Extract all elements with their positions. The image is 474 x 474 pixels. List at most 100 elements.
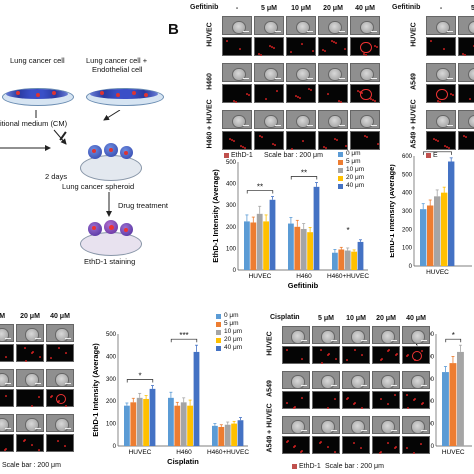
legend-label: 40 μm	[346, 182, 365, 189]
spheroid	[296, 114, 310, 129]
bar	[250, 222, 257, 270]
ethd1-dot	[300, 451, 302, 453]
scale-bar	[5, 337, 11, 339]
ethd1-dot	[323, 146, 325, 148]
concentration-header: 20 μM	[376, 315, 396, 322]
row-label: A549 + HUVEC	[266, 403, 274, 453]
scale-bar-text: Scale bar : 200 μm	[264, 152, 323, 159]
legend-label: 20 μm	[224, 336, 243, 343]
spheroid	[360, 67, 374, 82]
bar	[174, 405, 181, 446]
ethd1-dot	[51, 395, 53, 397]
ethd1-dot	[302, 140, 304, 142]
bar	[441, 192, 448, 266]
ethd1-dot	[365, 54, 367, 56]
legend-label: 10 μm	[346, 166, 365, 173]
bar	[332, 252, 338, 270]
brightfield-image	[350, 110, 380, 129]
ethd1-dot	[450, 93, 452, 95]
fluorescence-image	[286, 131, 316, 150]
ethd1-dot	[301, 358, 303, 360]
y-tick-label: 200	[226, 225, 237, 231]
spheroid	[25, 418, 39, 432]
brightfield-image	[222, 110, 252, 129]
ethd1-dot	[328, 353, 330, 355]
spheroid	[0, 418, 9, 432]
panel-br-treatment-label: Cisplatin	[270, 314, 300, 321]
ethd1-dot	[444, 145, 446, 147]
ethd1-dot	[57, 440, 59, 442]
scale-bar	[371, 124, 377, 126]
significance-marker: **	[257, 183, 263, 192]
y-tick-label: 0	[233, 268, 237, 274]
ethd1-dot	[406, 447, 408, 449]
row-label: H460 + HUVEC	[206, 99, 214, 149]
y-tick-label: 100	[226, 246, 237, 252]
br-legend-swatch	[292, 464, 297, 469]
spheroid	[468, 20, 474, 35]
legend-label: 0 μm	[346, 150, 361, 157]
staining-dish	[80, 220, 142, 256]
significance-bracket	[246, 190, 274, 194]
y-tick-label: 100	[402, 246, 413, 252]
significance-bracket	[445, 338, 462, 343]
ethd1-dot	[353, 403, 355, 405]
fluorescence-image	[312, 346, 340, 364]
ethd1-dot	[65, 405, 67, 407]
bar	[294, 226, 301, 270]
ethd1-dot	[420, 443, 422, 445]
ethd1-dot	[294, 406, 296, 408]
ethd1-dot	[381, 358, 383, 360]
fluorescence-image	[426, 131, 456, 150]
ethd1-dot	[294, 445, 296, 447]
category-label: HUVEC	[426, 269, 449, 276]
ethd1-dot	[4, 449, 6, 451]
ethd1-dot	[377, 143, 379, 145]
ethd1-dot	[439, 101, 441, 103]
fluorescence-image	[318, 84, 348, 103]
ethd1-dot	[239, 48, 241, 50]
ethd1-dot	[290, 51, 292, 53]
br-legend-text: EthD-1	[299, 463, 321, 470]
legend-label: 10 μm	[224, 328, 243, 335]
scale-bar	[301, 429, 307, 431]
scale-bar	[447, 30, 453, 32]
ethd1-dot	[229, 138, 231, 140]
ethd1-dot	[359, 91, 361, 93]
legend-swatch	[338, 160, 343, 165]
fluorescence-image	[222, 131, 252, 150]
ethd1-dot	[469, 98, 471, 100]
bar	[237, 420, 244, 446]
ethd1-dot	[5, 356, 7, 358]
brightfield-image	[372, 416, 400, 434]
ethd1-dot	[50, 357, 52, 359]
gefitinib-a549-chart: EthD-1 Intensity (Average) 0 100 200 300 400 5…	[390, 148, 472, 276]
scale-bar	[5, 427, 11, 429]
concentration-header: -	[294, 315, 298, 322]
ethd1-dot	[39, 356, 41, 358]
scale-bar	[65, 427, 71, 429]
brightfield-image	[318, 110, 348, 129]
row-label: HUVEC	[410, 22, 418, 47]
concentration-header: 5 μM	[261, 5, 277, 12]
spheroid	[411, 375, 425, 389]
category-label: HUVEC	[249, 273, 272, 280]
x-axis-label: Cisplatin	[167, 457, 199, 466]
bar	[269, 199, 276, 270]
brightfield-image	[222, 16, 252, 35]
legend-label: 20 μm	[346, 174, 365, 181]
brightfield-image	[426, 16, 456, 35]
scale-bar	[307, 124, 313, 126]
significance-bracket	[170, 338, 198, 343]
ethd1-dot	[319, 442, 321, 444]
ethd1-ring	[55, 393, 67, 405]
ethd1-dot	[357, 90, 359, 92]
fluorescence-image	[16, 344, 44, 362]
scale-bar	[243, 77, 249, 79]
spheroid	[291, 420, 305, 434]
fluorescence-image	[426, 84, 456, 103]
spheroid	[468, 114, 474, 129]
spheroid-dish	[80, 143, 142, 181]
ethd1-dot	[366, 136, 368, 138]
spheroid	[264, 114, 278, 129]
